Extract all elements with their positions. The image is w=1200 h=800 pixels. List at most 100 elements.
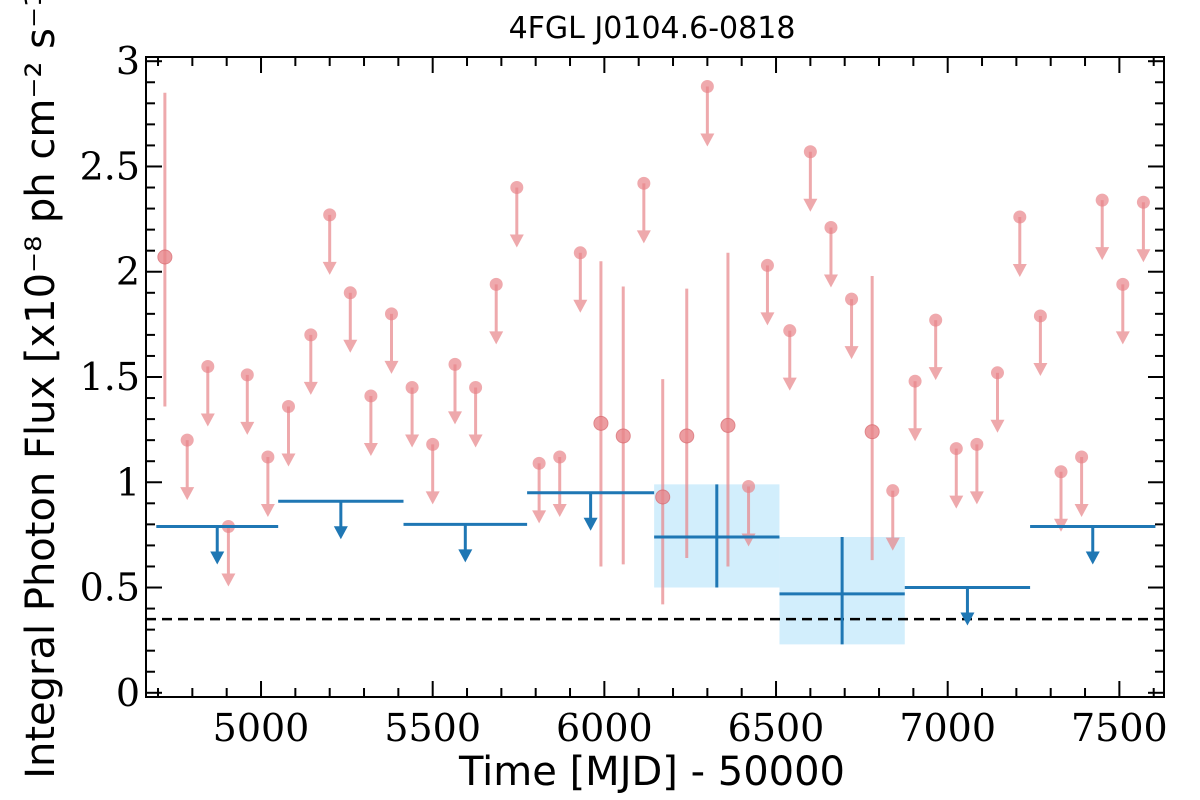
y-tick-label: 1: [116, 460, 140, 504]
short-bin-upper-limit-point: [949, 442, 963, 456]
short-bin-upper-limit-arrow: [552, 457, 567, 517]
short-bin-upper-limit-point: [783, 324, 797, 338]
short-bin-upper-limit-arrow: [1074, 457, 1089, 517]
short-bin-upper-limit-arrow: [1095, 200, 1110, 261]
short-bin-upper-limit-point: [426, 437, 440, 451]
short-bin-upper-limit-arrow: [636, 183, 651, 244]
x-tick-label: 6000: [556, 706, 653, 750]
short-bin-upper-limit-arrow: [281, 406, 296, 467]
long-bin-upper-limit-arrow: [1085, 526, 1100, 565]
short-bin-upper-limit-point: [261, 450, 275, 464]
short-bin-upper-limit-point: [1013, 210, 1027, 224]
short-bin-upper-limit-point: [1136, 195, 1150, 209]
y-tick-label: 3: [116, 39, 140, 83]
short-bin-upper-limit-arrow: [532, 463, 547, 524]
x-tick-label: 5500: [384, 706, 481, 750]
short-bin-upper-limit-point: [384, 307, 398, 321]
short-bin-upper-limit-arrow: [1115, 284, 1130, 345]
short-bin-upper-limit-arrow: [468, 387, 483, 448]
short-bin-detection-point: [615, 428, 631, 444]
short-bin-upper-limit-arrow: [221, 526, 236, 587]
short-bin-upper-limit-point: [532, 456, 546, 470]
short-bin-upper-limit-point: [510, 181, 524, 195]
short-bin-upper-limit-arrow: [260, 457, 275, 517]
short-bin-upper-limit-point: [553, 450, 567, 464]
short-bin-upper-limit-arrow: [240, 374, 255, 435]
short-bin-upper-limit-arrow: [969, 444, 984, 505]
short-bin-upper-limit-point: [304, 328, 318, 342]
x-tick-label: 6500: [728, 706, 825, 750]
short-bin-upper-limit-arrow: [425, 444, 440, 505]
short-bin-upper-limit-point: [1054, 465, 1068, 479]
short-bin-upper-limit-point: [803, 145, 817, 159]
short-bin-detection-point: [157, 249, 173, 265]
y-tick-label: 0: [116, 671, 140, 715]
short-bin-upper-limit-point: [573, 246, 587, 260]
long-bin-upper-limit-arrow: [960, 587, 975, 626]
short-bin-upper-limit-arrow: [760, 265, 775, 326]
short-bin-upper-limit-point: [760, 258, 774, 272]
short-bin-upper-limit-arrow: [1053, 471, 1068, 532]
short-bin-upper-limit-point: [180, 433, 194, 447]
short-bin-detection-point: [864, 424, 880, 440]
y-tick-label: 1.5: [80, 355, 140, 399]
x-tick-label: 5000: [213, 706, 310, 750]
short-bin-upper-limit-arrow: [885, 490, 900, 551]
short-bin-upper-limit-arrow: [928, 320, 943, 381]
short-bin-upper-limit-point: [845, 292, 859, 306]
y-tick-label: 2: [116, 250, 140, 294]
short-bin-upper-limit-arrow: [573, 252, 588, 313]
short-bin-upper-limit-point: [1075, 450, 1089, 464]
short-bin-upper-limit-arrow: [448, 364, 463, 425]
short-bin-upper-limit-arrow: [343, 292, 358, 353]
short-bin-upper-limit-point: [1116, 277, 1130, 291]
short-bin-upper-limit-point: [448, 357, 462, 371]
short-bin-upper-limit-arrow: [509, 187, 524, 248]
short-bin-upper-limit-arrow: [700, 86, 715, 147]
short-bin-upper-limit-arrow: [489, 284, 504, 345]
short-bin-upper-limit-point: [929, 313, 943, 327]
short-bin-upper-limit-point: [970, 437, 984, 451]
plot-frame: [145, 56, 1165, 698]
long-bin-upper-limit-arrow: [333, 501, 348, 540]
x-tick-label: 7500: [1071, 706, 1168, 750]
short-bin-upper-limit-point: [908, 374, 922, 388]
short-bin-upper-limit-point: [323, 208, 337, 222]
short-bin-upper-limit-arrow: [1033, 315, 1048, 376]
short-bin-upper-limit-arrow: [823, 227, 838, 288]
short-bin-upper-limit-arrow: [405, 387, 420, 448]
short-bin-upper-limit-arrow: [908, 381, 923, 442]
short-bin-upper-limit-point: [489, 277, 503, 291]
short-bin-upper-limit-point: [824, 221, 838, 235]
short-bin-upper-limit-arrow: [303, 334, 318, 395]
long-bin-upper-limit-arrow: [458, 524, 473, 563]
short-bin-upper-limit-point: [886, 484, 900, 498]
short-bin-upper-limit-arrow: [990, 372, 1005, 433]
short-bin-upper-limit-point: [637, 176, 651, 190]
short-bin-upper-limit-arrow: [363, 395, 378, 456]
short-bin-upper-limit-arrow: [322, 214, 337, 275]
short-bin-upper-limit-point: [990, 366, 1004, 380]
y-tick-label: 2.5: [80, 144, 140, 188]
short-bin-upper-limit-arrow: [1136, 202, 1151, 263]
short-bin-upper-limit-point: [405, 381, 419, 395]
short-bin-upper-limit-point: [364, 389, 378, 403]
short-bin-upper-limit-arrow: [384, 313, 399, 374]
x-axis-title: Time [MJD] - 50000: [458, 749, 845, 795]
short-bin-upper-limit-arrow: [1012, 217, 1027, 277]
short-bin-upper-limit-arrow: [180, 440, 195, 501]
short-bin-upper-limit-point: [240, 368, 254, 382]
short-bin-detection-point: [679, 428, 695, 444]
short-bin-detection-point: [655, 489, 671, 505]
short-bin-upper-limit-point: [201, 359, 215, 373]
short-bin-upper-limit-arrow: [949, 448, 964, 509]
short-bin-upper-limit-point: [281, 399, 295, 413]
short-bin-upper-limit-point: [742, 479, 756, 493]
long-bin-upper-limit-arrow: [210, 526, 225, 565]
short-bin-upper-limit-point: [343, 286, 357, 300]
short-bin-upper-limit-point: [469, 381, 483, 395]
long-bin-upper-limit-arrow: [583, 492, 598, 531]
y-tick-label: 0.5: [80, 566, 140, 610]
short-bin-upper-limit-arrow: [782, 330, 797, 391]
